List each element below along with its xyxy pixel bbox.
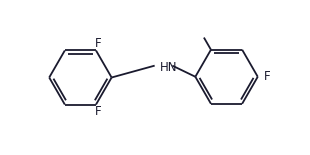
Text: HN: HN	[160, 61, 177, 74]
Text: F: F	[95, 37, 101, 50]
Text: F: F	[95, 105, 101, 118]
Text: F: F	[264, 70, 270, 83]
